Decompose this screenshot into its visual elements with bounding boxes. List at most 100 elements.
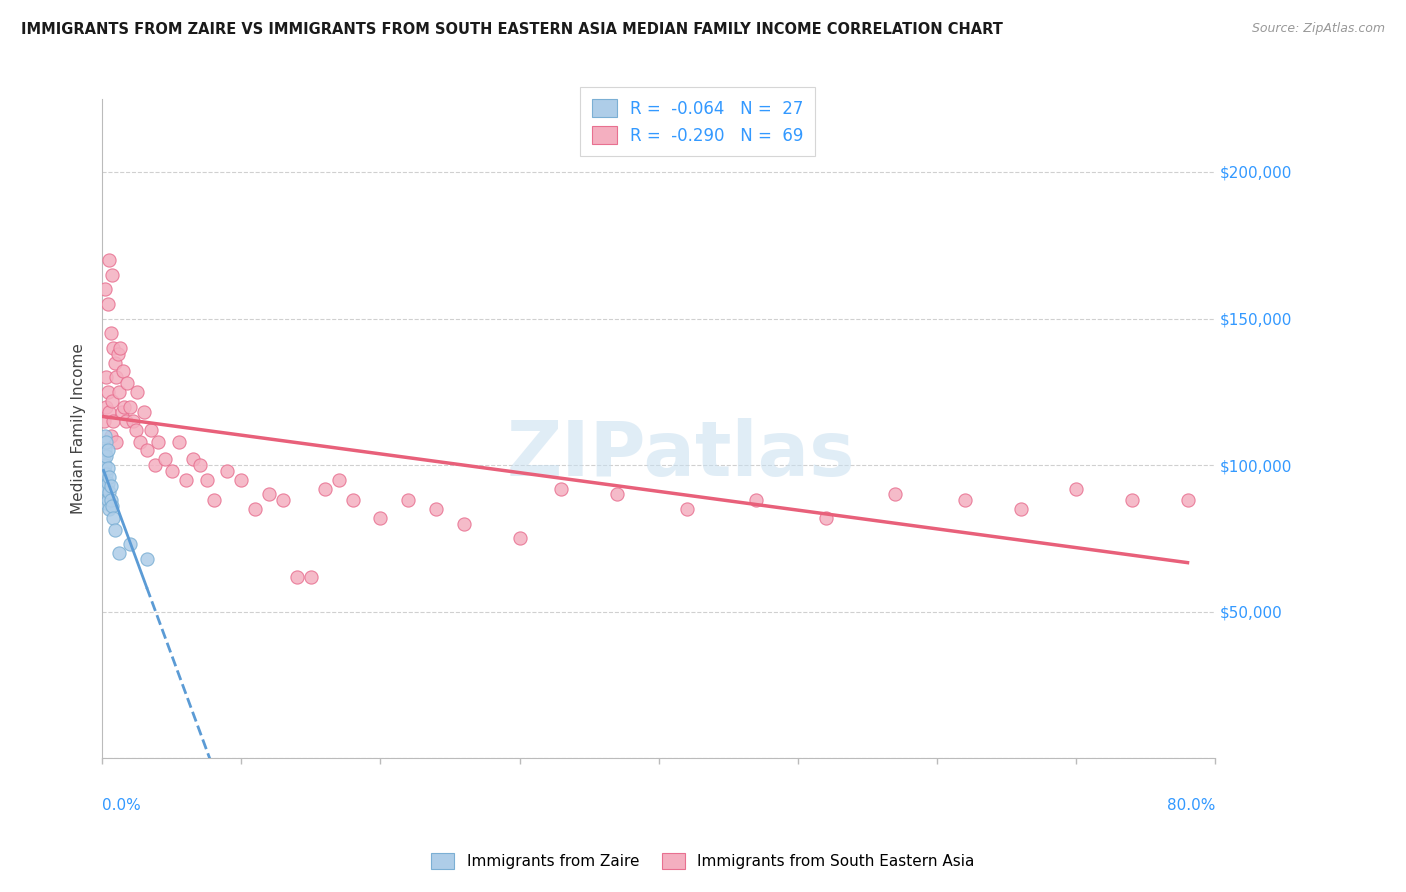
Point (160, 464, 183, 478)
Point (94, 282, 117, 296)
Point (675, 502, 697, 516)
Point (97, 461, 120, 475)
Point (96, 434, 118, 449)
Point (117, 376, 139, 390)
Text: Source: ZipAtlas.com: Source: ZipAtlas.com (1251, 22, 1385, 36)
Point (128, 434, 150, 449)
Point (195, 473, 218, 487)
Point (953, 493, 976, 508)
Point (118, 537, 141, 551)
Point (121, 414, 143, 428)
Point (93, 414, 115, 428)
Point (97, 443, 120, 458)
Point (257, 487, 280, 501)
Point (97, 384, 120, 399)
Text: ZIPatlas: ZIPatlas (506, 417, 855, 491)
Point (135, 552, 157, 566)
Point (101, 268, 124, 282)
Point (100, 429, 122, 443)
Point (132, 405, 155, 419)
Point (453, 516, 475, 531)
Point (93, 464, 115, 478)
Point (299, 569, 322, 583)
Point (118, 400, 141, 414)
Point (98, 502, 121, 516)
Point (285, 569, 308, 583)
Point (110, 341, 132, 355)
Point (104, 355, 127, 369)
Point (1177, 493, 1199, 508)
Point (100, 493, 122, 508)
Point (103, 414, 125, 428)
Point (139, 423, 162, 437)
Point (100, 478, 122, 492)
Point (94, 478, 117, 492)
Point (328, 473, 350, 487)
Point (111, 405, 134, 419)
Point (181, 452, 204, 467)
Point (1010, 502, 1032, 516)
Point (125, 384, 148, 399)
Point (217, 464, 239, 478)
Point (100, 326, 122, 341)
Point (396, 493, 419, 508)
Point (342, 493, 364, 508)
Point (606, 487, 628, 501)
Point (107, 347, 129, 361)
Point (96, 467, 118, 481)
Point (550, 482, 572, 496)
Point (146, 434, 169, 449)
Point (96, 482, 118, 496)
Point (814, 511, 837, 525)
Point (108, 546, 131, 560)
Point (96, 400, 118, 414)
Point (98, 470, 121, 484)
Point (884, 487, 907, 501)
Text: 0.0%: 0.0% (103, 798, 141, 813)
Point (188, 458, 211, 472)
Point (370, 511, 392, 525)
Point (112, 364, 135, 378)
Point (1064, 482, 1087, 496)
Point (96, 450, 118, 464)
Point (98, 484, 121, 499)
Point (96, 496, 118, 510)
Point (231, 473, 253, 487)
Point (174, 473, 197, 487)
Point (202, 493, 225, 508)
Point (1121, 493, 1143, 508)
Point (245, 502, 267, 516)
Point (108, 384, 131, 399)
Point (94, 429, 117, 443)
Point (101, 499, 124, 513)
Point (103, 341, 125, 355)
Point (97, 475, 120, 490)
Point (94, 443, 117, 458)
Point (96, 370, 118, 384)
Point (94, 458, 117, 472)
Point (97, 297, 120, 311)
Legend: Immigrants from Zaire, Immigrants from South Eastern Asia: Immigrants from Zaire, Immigrants from S… (426, 847, 980, 875)
Point (425, 502, 447, 516)
Point (745, 493, 768, 508)
Text: 80.0%: 80.0% (1167, 798, 1215, 813)
Point (101, 393, 124, 408)
Point (509, 532, 531, 546)
Point (93, 482, 115, 496)
Point (314, 482, 336, 496)
Point (153, 452, 176, 467)
Point (105, 370, 128, 384)
Point (98, 252, 121, 267)
Point (97, 493, 120, 508)
Point (143, 458, 166, 472)
Point (103, 511, 125, 525)
Point (124, 423, 146, 437)
Point (135, 443, 157, 458)
Point (104, 523, 127, 537)
Y-axis label: Median Family Income: Median Family Income (72, 343, 86, 514)
Point (93, 450, 115, 464)
Point (114, 400, 136, 414)
Point (105, 434, 128, 449)
Point (167, 434, 190, 449)
Legend: R =  -0.064   N =  27, R =  -0.290   N =  69: R = -0.064 N = 27, R = -0.290 N = 69 (581, 87, 815, 156)
